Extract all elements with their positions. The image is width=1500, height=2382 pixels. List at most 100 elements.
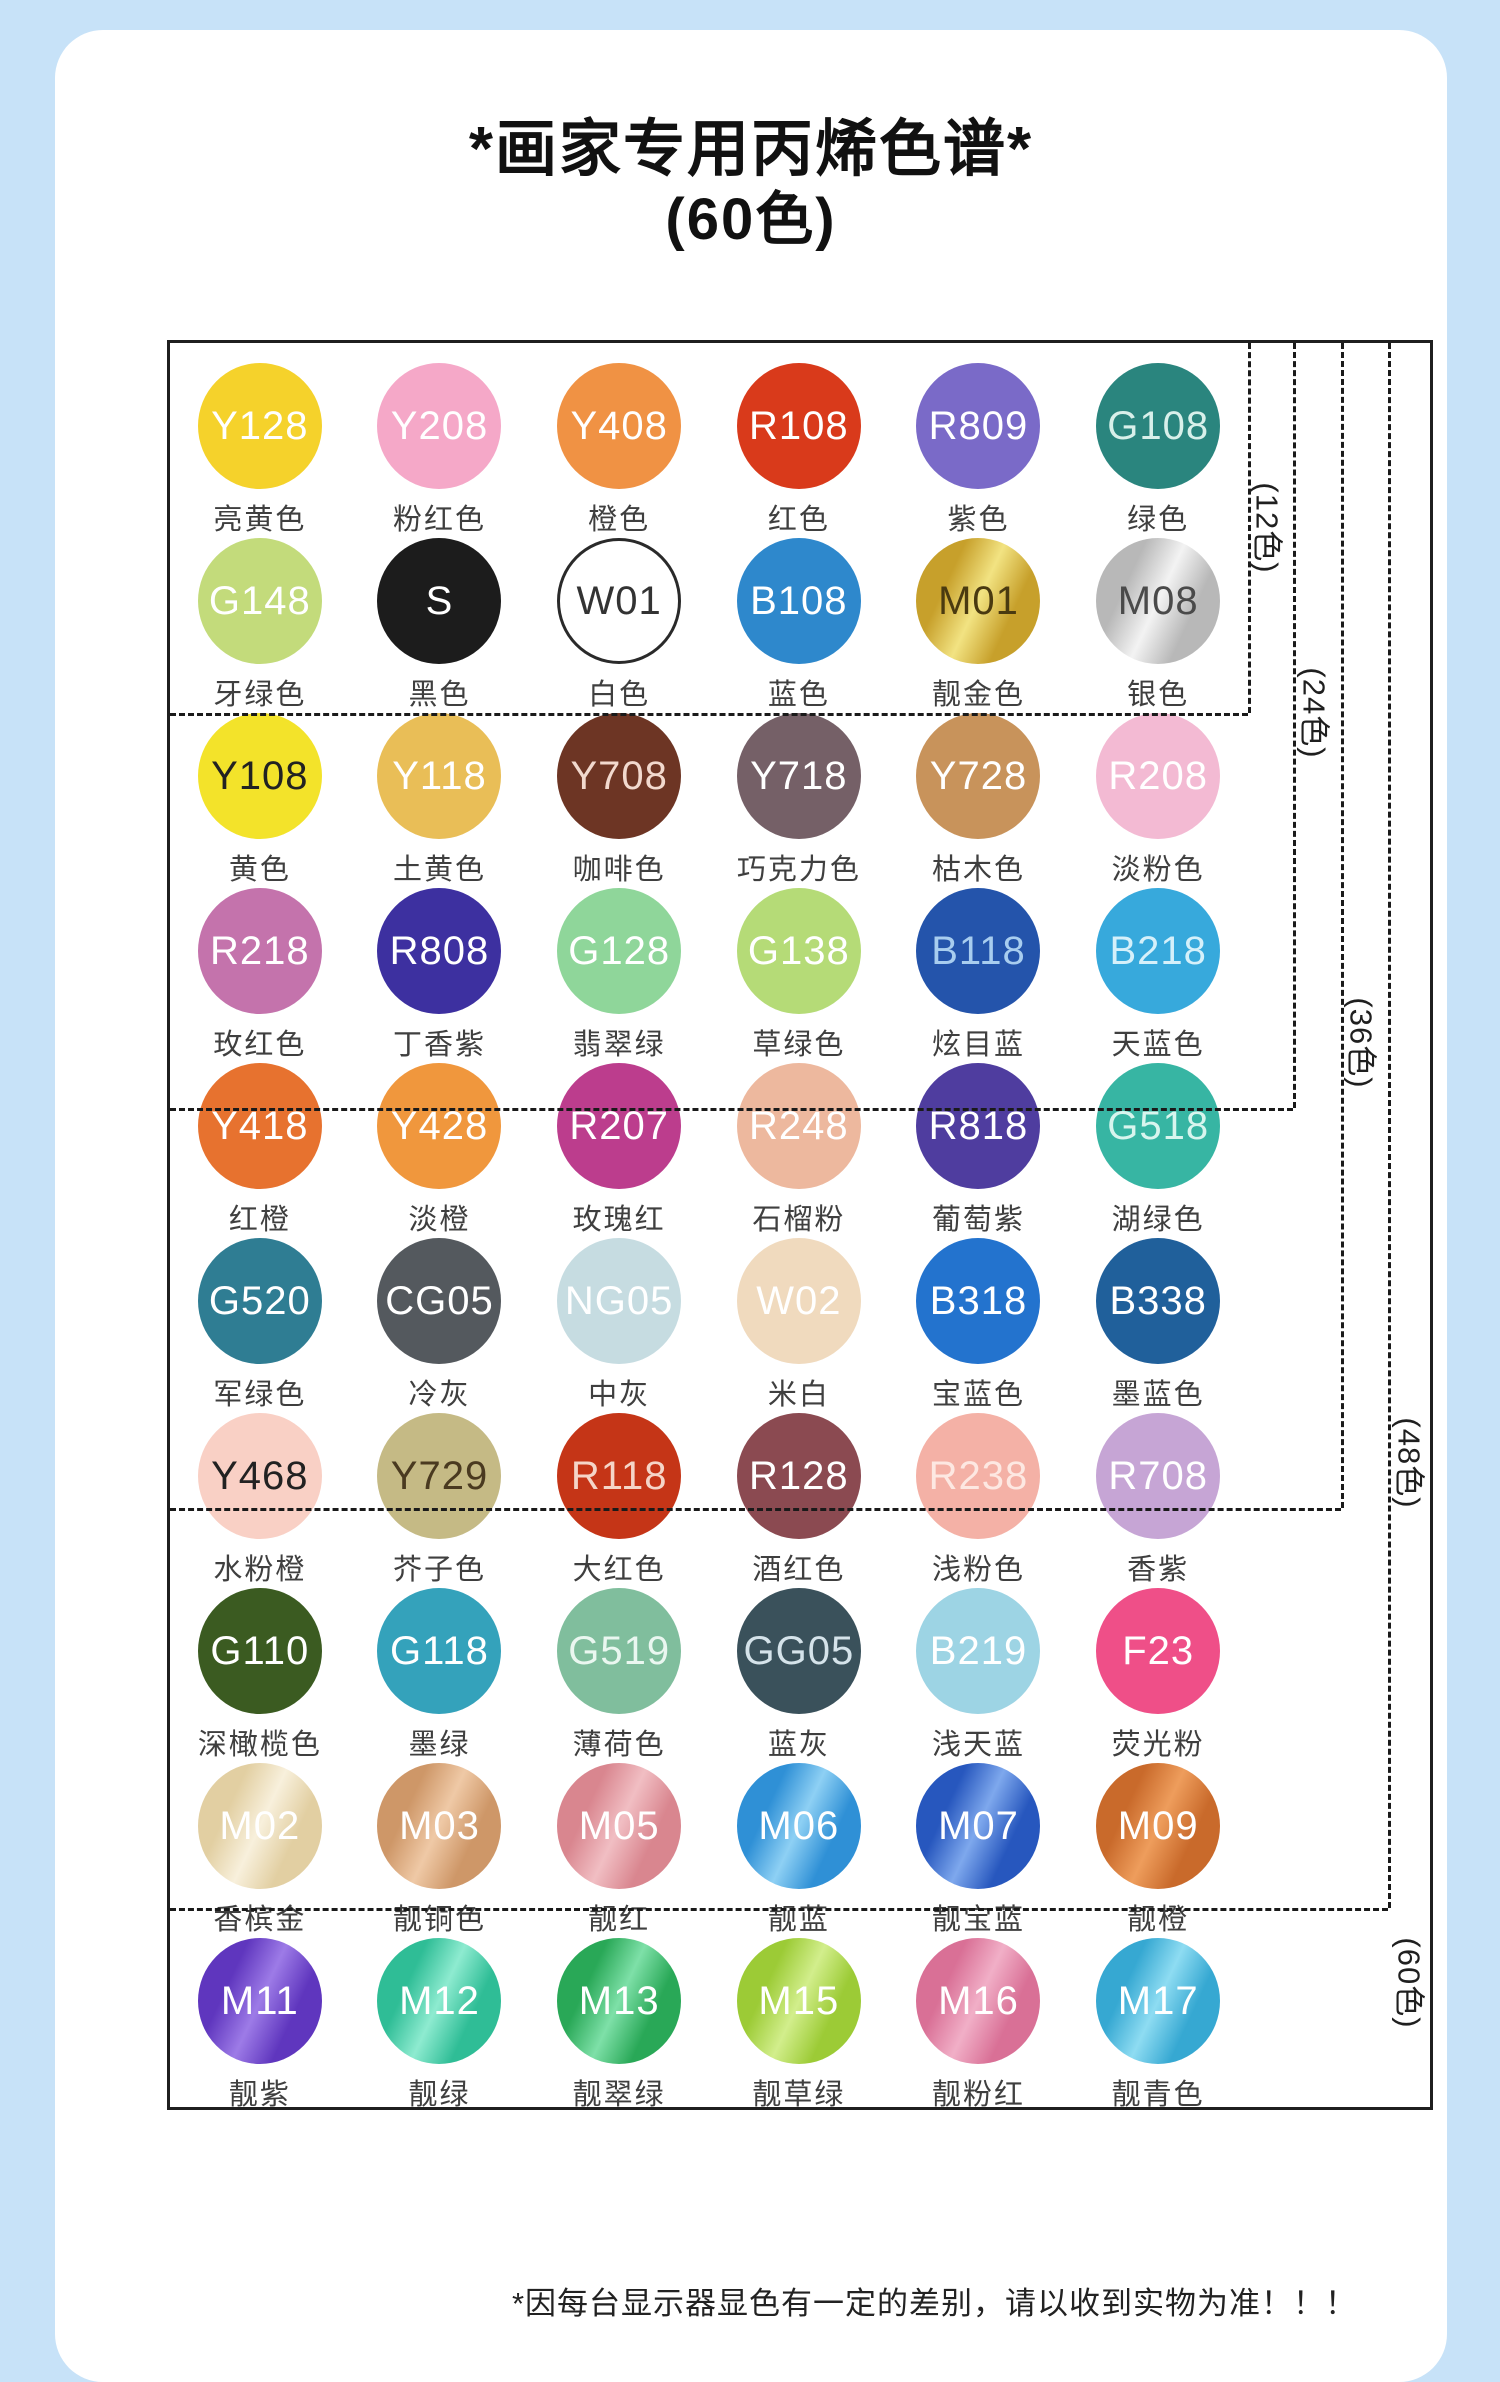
color-circle: G148 — [197, 538, 322, 664]
color-circle: Y408 — [557, 363, 682, 489]
swatch-B318: B318 宝蓝色 — [889, 1232, 1069, 1411]
color-circle: M05 — [557, 1763, 682, 1889]
swatch-M09: M09 靓橙 — [1068, 1757, 1248, 1936]
color-name: 靓金色 — [931, 679, 1025, 711]
color-name: 橙色 — [588, 504, 651, 536]
color-circle: W01 — [557, 538, 682, 664]
swatch-F23: F23 荧光粉 — [1068, 1582, 1248, 1761]
color-circle: M15 — [736, 1938, 861, 2064]
swatch-Y408: Y408 橙色 — [529, 357, 709, 536]
color-name: 中灰 — [588, 1379, 651, 1411]
color-code: Y408 — [570, 403, 668, 448]
color-circle: R809 — [916, 363, 1041, 489]
color-name: 玫红色 — [213, 1029, 307, 1061]
swatch-G520: G520 军绿色 — [170, 1232, 350, 1411]
color-name: 天蓝色 — [1111, 1029, 1205, 1061]
group-12-label: (12色) — [1249, 482, 1285, 574]
color-circle: G108 — [1096, 363, 1221, 489]
color-circle: Y428 — [377, 1063, 502, 1189]
color-circle: Y728 — [916, 713, 1041, 839]
color-circle: G110 — [197, 1588, 322, 1714]
color-name: 淡橙 — [408, 1204, 471, 1236]
color-code: M16 — [938, 1978, 1019, 2023]
color-name: 深橄榄色 — [197, 1729, 322, 1761]
color-name: 靓翠绿 — [572, 2079, 666, 2111]
color-code: R208 — [1108, 753, 1208, 798]
color-circle: G118 — [377, 1588, 502, 1714]
color-name: 靓紫 — [228, 2079, 291, 2111]
swatch-G110: G110 深橄榄色 — [170, 1582, 350, 1761]
color-code: B218 — [1109, 928, 1207, 973]
color-circle: B108 — [736, 538, 861, 664]
color-code: Y118 — [392, 753, 487, 798]
color-circle: F23 — [1096, 1588, 1221, 1714]
color-name: 浅粉色 — [931, 1554, 1025, 1586]
color-code: R108 — [749, 403, 849, 448]
color-circle: R818 — [916, 1063, 1041, 1189]
color-code: R808 — [389, 928, 490, 973]
group-36-vline — [1341, 343, 1344, 1508]
color-name: 蓝灰 — [767, 1729, 830, 1761]
swatch-G518: G518 湖绿色 — [1068, 1057, 1248, 1236]
color-circle: CG05 — [377, 1238, 502, 1364]
swatch-grid: Y128 亮黄色 Y208 粉红色 Y408 橙色 R108 红色 R809 紫… — [170, 343, 1248, 2111]
color-chart-box: Y128 亮黄色 Y208 粉红色 Y408 橙色 R108 红色 R809 紫… — [167, 340, 1433, 2111]
color-name: 亮黄色 — [213, 504, 307, 536]
color-code: M05 — [578, 1803, 660, 1848]
color-code: R809 — [928, 403, 1029, 448]
swatch-M06: M06 靓蓝 — [709, 1757, 889, 1936]
color-circle: W02 — [736, 1238, 861, 1364]
color-code: M09 — [1117, 1803, 1199, 1848]
color-name: 米白 — [767, 1379, 830, 1411]
color-code: Y729 — [390, 1453, 489, 1498]
color-name: 荧光粉 — [1111, 1729, 1205, 1761]
swatch-M05: M05 靓红 — [529, 1757, 709, 1936]
color-name: 薄荷色 — [572, 1729, 666, 1761]
color-circle: NG05 — [557, 1238, 682, 1364]
swatch-Y208: Y208 粉红色 — [350, 357, 530, 536]
color-code: M01 — [938, 578, 1019, 623]
color-code: B219 — [929, 1628, 1028, 1673]
color-name: 水粉橙 — [213, 1554, 307, 1586]
color-code: M08 — [1117, 578, 1199, 623]
swatch-M16: M16 靓粉红 — [889, 1932, 1069, 2111]
group-12-vline — [1248, 343, 1251, 713]
color-name: 墨蓝色 — [1111, 1379, 1205, 1411]
color-code: M06 — [758, 1803, 840, 1848]
color-circle: Y208 — [377, 363, 502, 489]
color-circle: M09 — [1096, 1763, 1221, 1889]
color-name: 粉红色 — [392, 504, 486, 536]
color-code: R118 — [570, 1453, 668, 1498]
color-circle: R118 — [557, 1413, 682, 1539]
color-circle: M06 — [736, 1763, 861, 1889]
color-circle: M12 — [377, 1938, 502, 2064]
color-name: 白色 — [588, 679, 651, 711]
swatch-B108: B108 蓝色 — [709, 532, 889, 711]
color-code: R218 — [210, 928, 310, 973]
color-circle: S — [377, 538, 502, 664]
swatch-B338: B338 墨蓝色 — [1068, 1232, 1248, 1411]
color-circle: G520 — [197, 1238, 322, 1364]
display-disclaimer: *因每台显示器显色有一定的差别，请以收到实物为准！！！ — [511, 2286, 1357, 2321]
color-circle: Y729 — [377, 1413, 502, 1539]
color-code: Y468 — [211, 1453, 309, 1498]
color-code: Y728 — [929, 753, 1028, 798]
color-circle: M07 — [916, 1763, 1041, 1889]
swatch-W02: W02 米白 — [709, 1232, 889, 1411]
swatch-M15: M15 靓草绿 — [709, 1932, 889, 2111]
swatch-Y718: Y718 巧克力色 — [709, 707, 889, 886]
color-code: G138 — [747, 928, 850, 973]
swatch-Y128: Y128 亮黄色 — [170, 357, 350, 536]
swatch-Y728: Y728 枯木色 — [889, 707, 1069, 886]
color-code: G118 — [390, 1628, 489, 1673]
color-code: G148 — [208, 578, 311, 623]
color-code: M13 — [578, 1978, 660, 2023]
product-card: *画家专用丙烯色谱* (60色) Y128 亮黄色 Y208 粉红色 Y408 … — [55, 30, 1447, 2382]
color-name: 红橙 — [228, 1204, 291, 1236]
swatch-B118: B118 炫目蓝 — [889, 882, 1069, 1061]
color-circle: Y418 — [197, 1063, 322, 1189]
color-circle: B318 — [916, 1238, 1041, 1364]
color-code: G110 — [210, 1628, 310, 1673]
color-code: B108 — [750, 578, 848, 623]
color-code: B338 — [1109, 1278, 1207, 1323]
